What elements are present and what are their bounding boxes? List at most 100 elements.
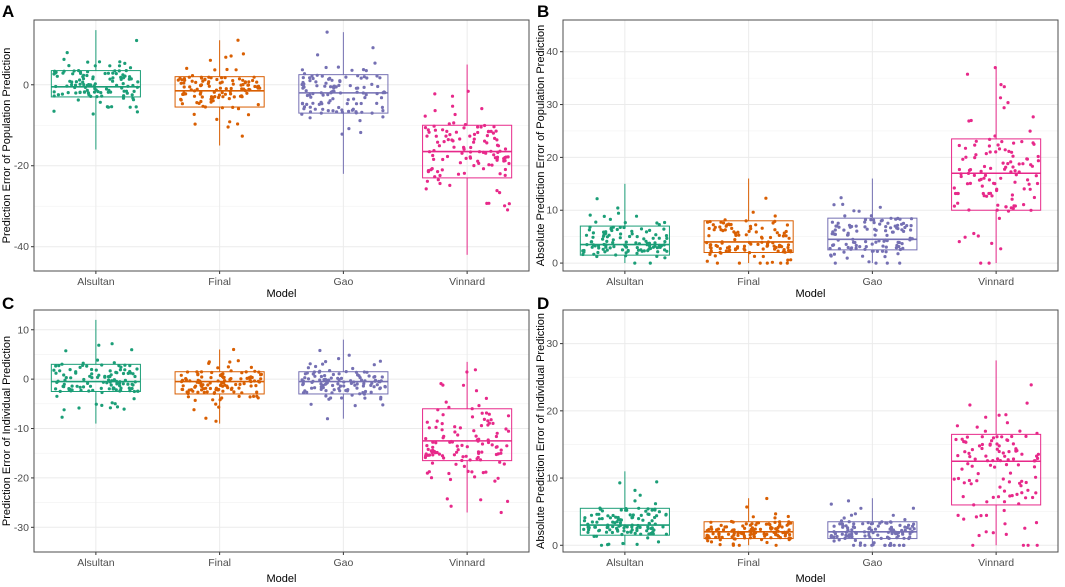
data-point: [1002, 106, 1006, 110]
data-point: [1013, 180, 1017, 184]
data-point: [328, 99, 332, 103]
data-point: [329, 85, 333, 89]
data-point: [973, 457, 977, 461]
data-point: [236, 38, 240, 42]
data-point: [251, 78, 255, 83]
data-point: [885, 261, 889, 265]
data-point: [733, 238, 737, 242]
data-point: [718, 247, 722, 251]
data-point: [429, 476, 434, 480]
data-point: [1011, 442, 1016, 446]
data-point: [707, 234, 711, 238]
data-point: [221, 372, 225, 376]
data-point: [1005, 421, 1010, 425]
data-point: [911, 506, 916, 510]
data-point: [900, 228, 904, 232]
data-point: [664, 234, 669, 238]
data-point: [883, 543, 887, 547]
data-point: [95, 358, 100, 362]
data-point: [455, 450, 459, 454]
data-point: [707, 527, 711, 532]
data-point: [903, 525, 907, 529]
data-point: [622, 225, 626, 229]
data-point: [760, 226, 764, 230]
data-point: [888, 543, 892, 547]
data-point: [615, 227, 619, 232]
data-point: [461, 455, 465, 459]
data-point: [1026, 178, 1030, 182]
data-point: [183, 78, 187, 82]
data-point: [67, 64, 71, 68]
data-point: [103, 374, 107, 378]
data-point: [425, 444, 429, 448]
data-point: [988, 137, 992, 141]
data-point: [220, 91, 224, 95]
data-point: [639, 227, 644, 231]
data-point: [962, 481, 966, 485]
data-point: [751, 515, 755, 519]
data-point: [196, 390, 200, 394]
data-point: [878, 222, 882, 226]
data-point: [1007, 149, 1011, 153]
data-point: [502, 462, 506, 466]
data-point: [425, 420, 429, 424]
data-point: [1004, 532, 1008, 537]
data-point: [376, 84, 380, 89]
data-point: [369, 383, 373, 387]
data-point: [309, 402, 313, 406]
data-point: [653, 508, 657, 512]
data-point: [218, 81, 222, 85]
x-tick-label: Final: [208, 557, 231, 569]
data-point: [118, 384, 122, 388]
data-point: [663, 220, 667, 225]
data-point: [314, 364, 318, 369]
data-point: [304, 89, 308, 93]
data-point: [874, 261, 878, 265]
data-point: [320, 74, 324, 78]
box: [827, 217, 918, 251]
data-point: [605, 235, 610, 239]
data-point: [493, 479, 497, 483]
data-point: [964, 440, 968, 444]
y-tick-label: 30: [546, 99, 558, 111]
panel-border: [562, 19, 1059, 272]
data-point: [180, 102, 184, 106]
panel-tag-a: A: [2, 2, 14, 21]
data-point: [999, 83, 1003, 87]
data-point: [620, 248, 625, 252]
data-point: [852, 522, 856, 526]
data-point: [600, 517, 604, 521]
data-point: [246, 83, 250, 87]
data-point: [452, 145, 456, 149]
data-point: [498, 172, 502, 176]
data-point: [99, 91, 103, 95]
data-point: [850, 246, 854, 250]
data-point: [785, 223, 790, 227]
data-point: [854, 224, 858, 228]
data-point: [70, 83, 74, 87]
data-point: [195, 87, 199, 91]
data-point: [912, 522, 916, 526]
data-point: [619, 232, 623, 236]
data-point: [480, 450, 484, 454]
data-point: [326, 93, 330, 97]
data-point: [370, 82, 374, 86]
data-point: [473, 475, 477, 479]
data-point: [319, 382, 323, 386]
data-point: [237, 386, 241, 390]
data-point: [1006, 101, 1010, 105]
data-point: [354, 102, 359, 106]
data-point: [754, 223, 758, 227]
data-point: [991, 531, 995, 535]
data-point: [1004, 205, 1008, 209]
data-point: [724, 224, 728, 228]
data-point: [473, 368, 477, 372]
data-point: [898, 523, 902, 528]
data-point: [972, 173, 977, 177]
data-point: [480, 442, 485, 446]
data-point: [431, 445, 435, 449]
data-point: [87, 93, 91, 97]
data-point: [867, 533, 871, 537]
data-point: [874, 240, 878, 244]
data-point: [1002, 500, 1007, 504]
